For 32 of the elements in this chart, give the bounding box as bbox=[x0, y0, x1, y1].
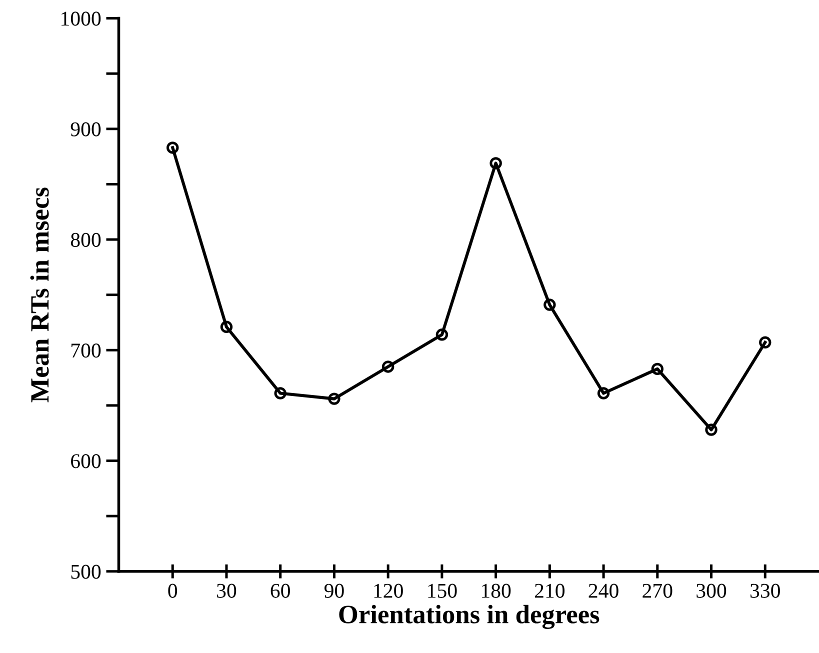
point bbox=[328, 392, 340, 405]
x-tick-label: 60 bbox=[270, 584, 290, 598]
x-tick-label: 0 bbox=[168, 584, 178, 598]
x-axis-title: Orientations in degrees bbox=[339, 604, 600, 629]
point bbox=[544, 298, 556, 311]
x-tick-label: 330 bbox=[750, 584, 780, 598]
point bbox=[274, 387, 286, 400]
y-tick-label: 1000 bbox=[62, 12, 101, 26]
point bbox=[759, 336, 772, 349]
x-tick-label: 180 bbox=[482, 584, 511, 598]
x-tick-label: 300 bbox=[696, 584, 726, 598]
y-axis-title: Mean RTs in msecs bbox=[30, 188, 49, 402]
point bbox=[597, 387, 610, 400]
x-tick-label: 210 bbox=[534, 584, 565, 598]
x-tick-label: 270 bbox=[642, 584, 672, 598]
point bbox=[166, 142, 179, 154]
x-tick-label: 90 bbox=[324, 584, 344, 598]
point bbox=[651, 362, 664, 376]
x-tick-label: 150 bbox=[428, 584, 457, 598]
y-tick-label: 500 bbox=[71, 564, 101, 579]
x-tick-label: 240 bbox=[588, 584, 618, 598]
point bbox=[705, 424, 718, 436]
y-tick-label: 700 bbox=[72, 344, 101, 358]
point bbox=[382, 360, 394, 373]
y-tick-label: 800 bbox=[70, 232, 101, 247]
point bbox=[436, 328, 448, 341]
x-tick-label: 120 bbox=[374, 584, 403, 598]
x-tick-label: 30 bbox=[217, 584, 236, 598]
point bbox=[220, 320, 233, 334]
point bbox=[490, 157, 502, 170]
y-tick-label: 600 bbox=[71, 454, 101, 468]
y-tick-label: 900 bbox=[70, 122, 101, 136]
